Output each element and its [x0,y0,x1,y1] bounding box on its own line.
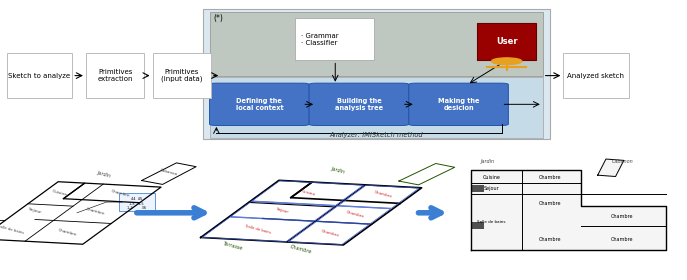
Text: Chambre: Chambre [539,237,561,242]
Text: Cuisine: Cuisine [482,175,500,180]
FancyBboxPatch shape [210,83,309,125]
Text: Sketch to analyze: Sketch to analyze [8,73,71,79]
Text: Terrasse: Terrasse [223,241,243,251]
Text: Primitives
extraction: Primitives extraction [98,69,133,82]
Text: Sejour: Sejour [276,207,290,215]
Text: Cuisine: Cuisine [300,189,315,197]
FancyBboxPatch shape [563,53,629,98]
Text: Jardin: Jardin [481,159,495,164]
Text: Sejour: Sejour [484,186,499,191]
Text: Primitives
(input data): Primitives (input data) [161,69,203,82]
Text: Chambre: Chambre [290,244,313,255]
FancyBboxPatch shape [153,53,211,98]
Circle shape [492,58,522,65]
Text: Chambre: Chambre [539,201,561,206]
FancyBboxPatch shape [471,185,484,192]
Text: 1,8   1,5: 1,8 1,5 [129,202,144,206]
Text: Chambre: Chambre [611,214,633,219]
FancyBboxPatch shape [203,9,550,139]
Text: Jardin: Jardin [96,170,111,179]
Text: Defining the
local context: Defining the local context [236,98,283,111]
Text: Chambre: Chambre [345,211,364,219]
Text: Chambre: Chambre [539,175,561,180]
Text: User: User [496,37,517,46]
Text: Cuisine: Cuisine [52,189,68,197]
Text: Analyzed sketch: Analyzed sketch [567,73,624,79]
Text: Salle de bains: Salle de bains [0,224,24,235]
FancyBboxPatch shape [295,18,374,60]
Text: Making the
desicion: Making the desicion [438,98,480,111]
Text: Chambre: Chambre [86,207,106,216]
Text: 1,2        36: 1,2 36 [127,206,146,210]
Text: Chambre: Chambre [374,190,393,199]
Text: Building the
analysis tree: Building the analysis tree [335,98,383,111]
Text: Cabanon: Cabanon [160,168,179,176]
Text: Chambre: Chambre [611,237,633,242]
FancyBboxPatch shape [309,83,409,125]
Text: Salle de bains: Salle de bains [245,224,271,235]
Text: Chambre: Chambre [57,228,77,237]
Text: Analyzer: IMISketch method: Analyzer: IMISketch method [330,132,423,138]
Text: 44  45: 44 45 [131,197,142,201]
Polygon shape [598,159,624,176]
Text: Chambre: Chambre [111,189,131,198]
Text: Chambre: Chambre [320,229,339,237]
Text: Jardin: Jardin [330,166,346,175]
FancyBboxPatch shape [409,83,508,125]
Text: (*): (*) [213,14,223,23]
Text: · Grammar
· Classifier: · Grammar · Classifier [301,33,339,46]
FancyBboxPatch shape [7,53,72,98]
FancyBboxPatch shape [210,77,543,137]
Polygon shape [471,170,666,250]
Text: Cabanon: Cabanon [611,159,633,164]
FancyBboxPatch shape [86,53,144,98]
FancyBboxPatch shape [471,221,484,229]
FancyBboxPatch shape [477,23,536,60]
FancyBboxPatch shape [119,193,155,211]
Text: Salle de bains: Salle de bains [477,220,506,224]
FancyBboxPatch shape [210,12,543,76]
Text: Sejour: Sejour [27,207,42,215]
